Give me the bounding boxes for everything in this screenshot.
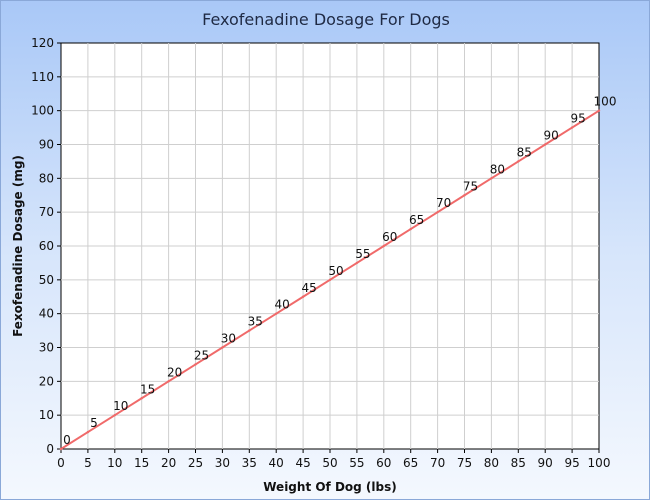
x-tick-label: 20 bbox=[161, 456, 176, 470]
data-point bbox=[301, 295, 305, 298]
x-tick-label: 35 bbox=[242, 456, 257, 470]
y-tick-label: 0 bbox=[46, 442, 54, 456]
y-tick-label: 80 bbox=[39, 171, 54, 185]
data-point bbox=[463, 194, 466, 197]
data-label: 55 bbox=[355, 247, 370, 261]
y-tick-label: 60 bbox=[39, 239, 54, 253]
data-point bbox=[113, 413, 117, 417]
data-label: 0 bbox=[63, 433, 71, 447]
data-label: 75 bbox=[463, 179, 478, 193]
x-tick-label: 10 bbox=[107, 456, 122, 470]
data-label: 65 bbox=[409, 213, 424, 227]
x-tick-label: 60 bbox=[376, 456, 391, 470]
data-label: 35 bbox=[248, 315, 263, 329]
data-point bbox=[597, 109, 601, 112]
data-label: 40 bbox=[275, 298, 290, 312]
data-point bbox=[194, 363, 197, 366]
label-layer: 0 5 10 15 20 25 30 35 40 45 50 55 60 65 70 75 80 85 90 95 10… bbox=[63, 95, 616, 447]
data-label: 30 bbox=[221, 332, 236, 346]
data-point bbox=[517, 160, 520, 163]
x-tick-label: 15 bbox=[134, 456, 149, 470]
x-tick-label: 70 bbox=[430, 456, 445, 470]
y-tick-label: 50 bbox=[39, 273, 54, 287]
data-label: 60 bbox=[382, 230, 397, 244]
data-label: 85 bbox=[517, 145, 532, 159]
x-tick-label: 50 bbox=[322, 456, 337, 470]
data-point bbox=[355, 261, 359, 265]
y-tick-label: 90 bbox=[39, 138, 54, 152]
data-point bbox=[221, 346, 224, 349]
x-axis-label: Weight Of Dog (lbs) bbox=[263, 480, 397, 494]
data-label: 50 bbox=[328, 264, 343, 278]
y-tick-label: 120 bbox=[31, 36, 54, 50]
data-label: 10 bbox=[113, 399, 128, 413]
y-tick-label: 100 bbox=[31, 104, 54, 118]
data-point bbox=[436, 210, 439, 214]
data-point bbox=[248, 329, 251, 332]
y-tick-label: 30 bbox=[39, 341, 54, 355]
x-tick-label: 90 bbox=[538, 456, 553, 470]
data-label: 80 bbox=[490, 162, 505, 176]
x-tick-label: 30 bbox=[215, 456, 230, 470]
data-point bbox=[409, 227, 412, 231]
x-tick-label: 0 bbox=[57, 456, 65, 470]
data-label: 25 bbox=[194, 348, 209, 362]
data-point bbox=[328, 278, 332, 282]
data-point bbox=[544, 143, 547, 146]
y-axis-label: Fexofenadine Dosage (mg) bbox=[11, 155, 25, 337]
y-tick-label: 10 bbox=[39, 408, 54, 422]
data-label: 45 bbox=[301, 281, 316, 295]
x-tick-label: 75 bbox=[457, 456, 472, 470]
x-tick-label: 100 bbox=[588, 456, 611, 470]
y-tick-label: 110 bbox=[31, 70, 54, 84]
x-tick-label: 5 bbox=[84, 456, 92, 470]
x-tick-label: 55 bbox=[349, 456, 364, 470]
x-tick-label: 45 bbox=[295, 456, 310, 470]
x-tick-label: 40 bbox=[269, 456, 284, 470]
x-tick-label: 85 bbox=[511, 456, 526, 470]
data-point bbox=[86, 430, 90, 434]
data-point bbox=[140, 397, 143, 400]
tick-layer: 0 5 10 15 20 25 30 35 40 45 50 55 60 65 70 75 80 85 90 95 10… bbox=[31, 36, 610, 470]
series-layer bbox=[59, 109, 601, 451]
x-tick-label: 95 bbox=[564, 456, 579, 470]
grid-layer bbox=[61, 43, 599, 449]
x-tick-label: 65 bbox=[403, 456, 418, 470]
y-tick-label: 70 bbox=[39, 205, 54, 219]
data-point bbox=[275, 312, 278, 315]
data-label: 70 bbox=[436, 196, 451, 210]
data-point bbox=[167, 380, 170, 383]
data-label: 5 bbox=[90, 416, 98, 430]
data-point bbox=[570, 126, 574, 129]
data-label: 90 bbox=[544, 129, 559, 143]
data-point bbox=[490, 177, 493, 180]
y-tick-label: 40 bbox=[39, 307, 54, 321]
chart-title: Fexofenadine Dosage For Dogs bbox=[202, 10, 450, 29]
x-tick-label: 25 bbox=[188, 456, 203, 470]
data-label: 15 bbox=[140, 382, 155, 396]
x-tick-label: 80 bbox=[484, 456, 499, 470]
y-tick-label: 20 bbox=[39, 374, 54, 388]
data-label: 95 bbox=[570, 112, 585, 126]
data-point bbox=[382, 244, 385, 248]
data-label: 100 bbox=[594, 95, 617, 109]
data-label: 20 bbox=[167, 365, 182, 379]
data-point bbox=[59, 447, 63, 451]
